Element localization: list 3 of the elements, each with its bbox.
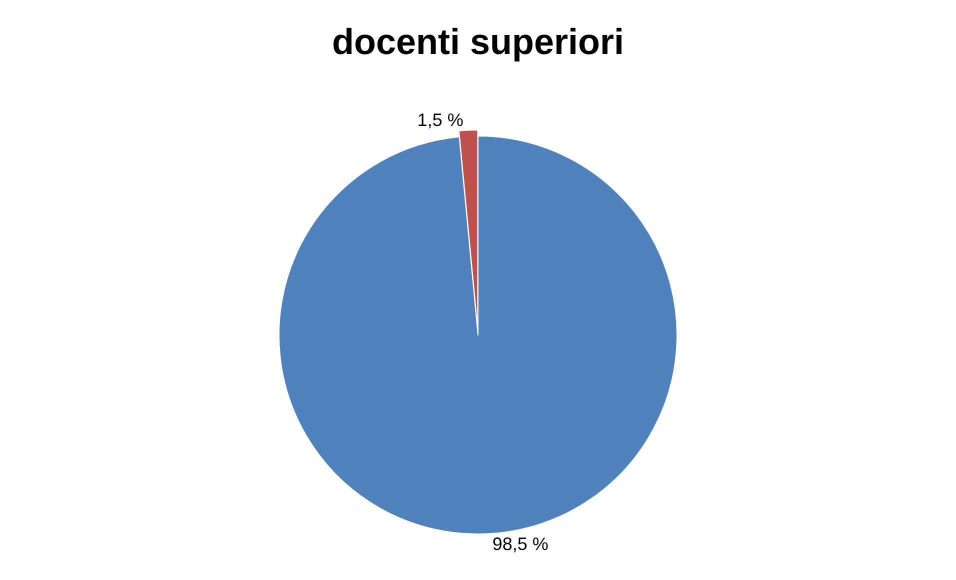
data-label: 1,5 %	[417, 110, 464, 130]
data-label: 98,5 %	[492, 534, 548, 554]
chart-title: docenti superiori	[332, 21, 624, 62]
